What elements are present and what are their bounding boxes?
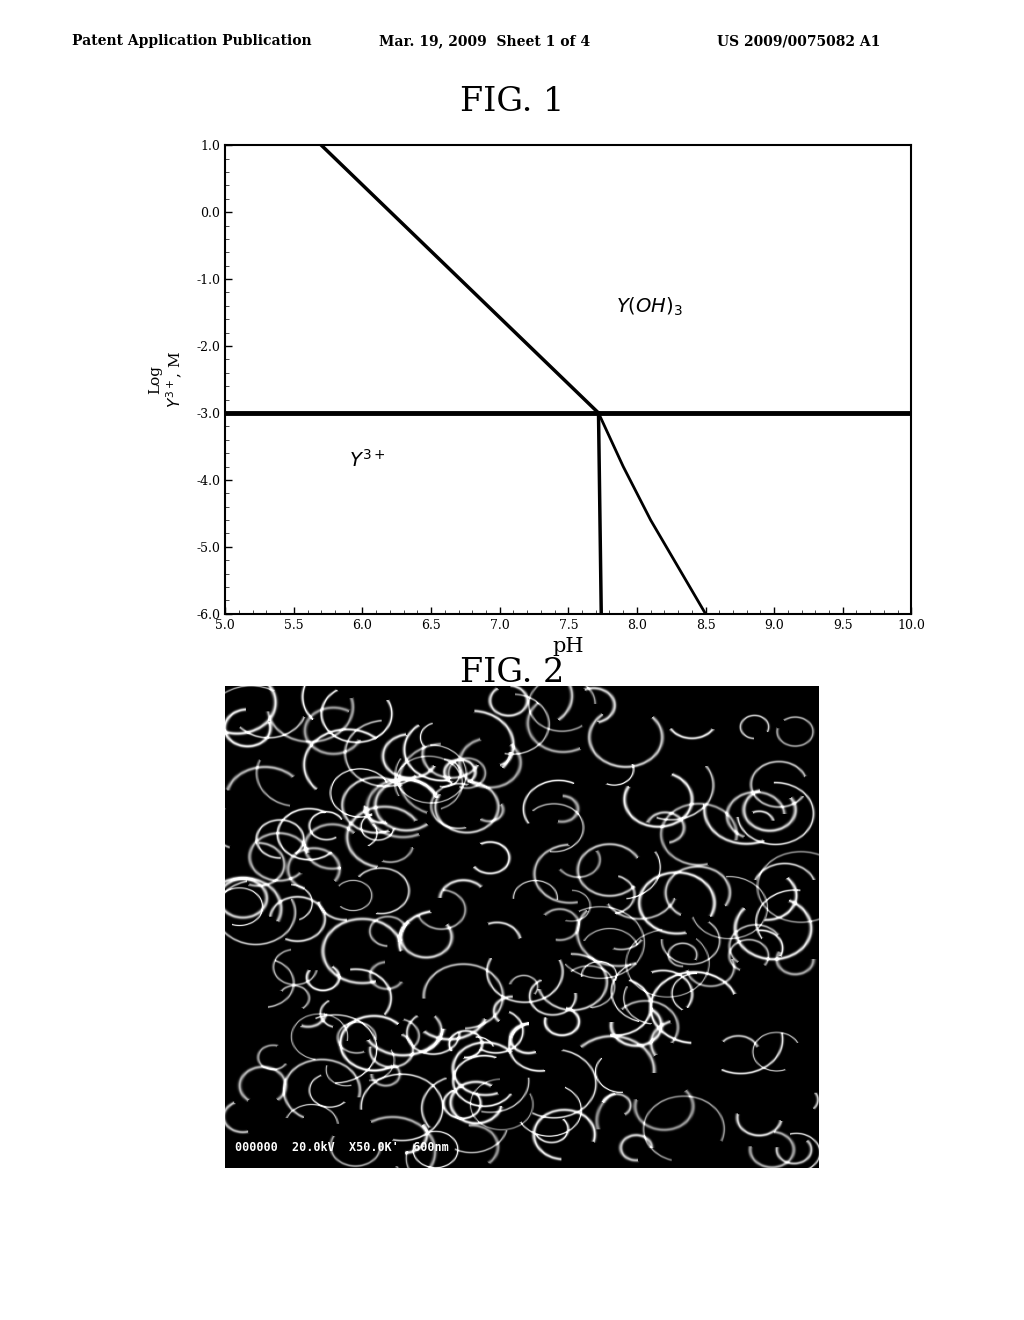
Text: $Y(OH)_3$: $Y(OH)_3$ — [616, 296, 683, 318]
Text: Patent Application Publication: Patent Application Publication — [72, 34, 311, 49]
X-axis label: pH: pH — [553, 638, 584, 656]
Text: US 2009/0075082 A1: US 2009/0075082 A1 — [717, 34, 881, 49]
Text: Mar. 19, 2009  Sheet 1 of 4: Mar. 19, 2009 Sheet 1 of 4 — [379, 34, 590, 49]
Text: $Y^{3+}$: $Y^{3+}$ — [349, 449, 385, 470]
Text: 000000  20.0kV  X50.0K'  600nm: 000000 20.0kV X50.0K' 600nm — [234, 1140, 449, 1154]
Text: FIG. 1: FIG. 1 — [460, 86, 564, 117]
Text: FIG. 2: FIG. 2 — [460, 657, 564, 689]
Y-axis label: Log
$Y^{3+}$, M: Log $Y^{3+}$, M — [147, 351, 185, 408]
